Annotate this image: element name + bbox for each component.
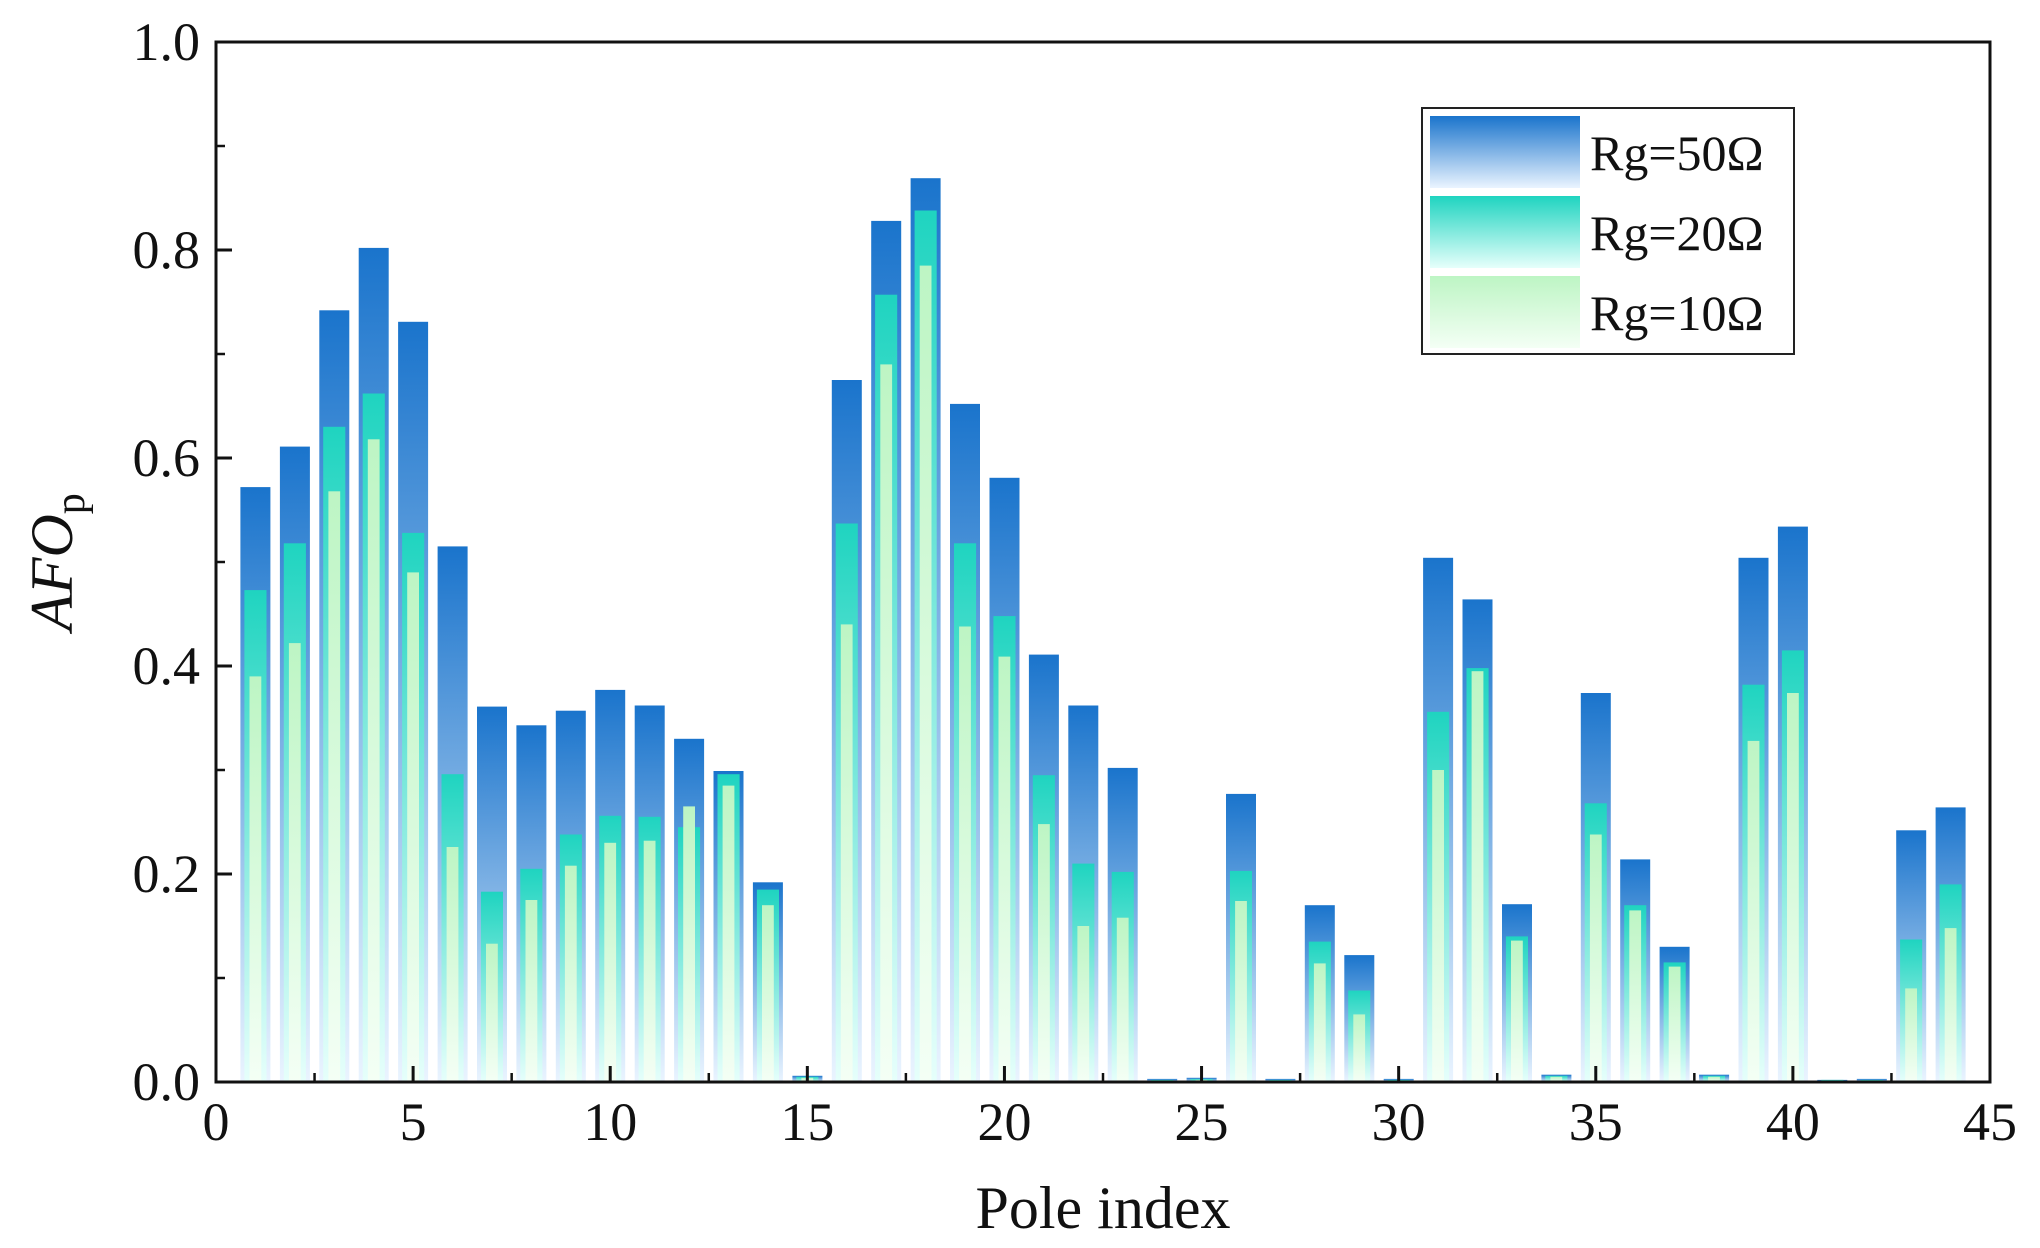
bar-s3-pole-23 — [1116, 917, 1129, 1082]
bar-s3-pole-12 — [683, 806, 695, 1082]
y-tick-label: 0.2 — [133, 844, 201, 904]
legend: Rg=50Ω Rg=20Ω Rg=10Ω — [1421, 107, 1795, 355]
bar-s3-pole-16 — [840, 624, 853, 1082]
bar-s3-pole-2 — [288, 643, 301, 1082]
y-tick-label: 0.6 — [133, 428, 201, 488]
y-axis-title-main: AFO — [19, 514, 85, 635]
legend-swatch-1 — [1430, 116, 1580, 188]
y-tick-label: 0.8 — [133, 220, 201, 280]
bar-s3-pole-9 — [564, 865, 577, 1082]
bar-s3-pole-8 — [525, 900, 538, 1082]
bar-s3-pole-22 — [1077, 926, 1090, 1082]
legend-label-2: Rg=20Ω — [1590, 205, 1764, 261]
bar-s3-pole-10 — [604, 842, 617, 1082]
bar-s3-pole-1 — [249, 676, 262, 1082]
bar-s3-pole-20 — [998, 656, 1011, 1082]
bar-s3-pole-39 — [1747, 740, 1760, 1082]
x-tick-label: 5 — [400, 1092, 427, 1152]
bar-s3-pole-17 — [880, 364, 893, 1082]
y-tick-label: 1.0 — [133, 12, 201, 72]
bar-s3-pole-13 — [722, 785, 735, 1082]
bar-s3-pole-43 — [1905, 988, 1917, 1082]
x-tick-label: 10 — [583, 1092, 637, 1152]
bar-s3-pole-40 — [1787, 693, 1799, 1082]
legend-label-1: Rg=50Ω — [1590, 125, 1764, 181]
bar-s3-pole-18 — [919, 265, 932, 1083]
bar-s3-pole-33 — [1511, 940, 1523, 1082]
bar-s3-pole-14 — [762, 905, 774, 1082]
bar-series-group — [240, 178, 1966, 1083]
bar-s3-pole-3 — [328, 491, 341, 1082]
y-tick-label: 0.0 — [133, 1052, 201, 1112]
x-tick-label: 15 — [780, 1092, 834, 1152]
y-axis-ticks: 0.0 0.2 0.4 0.6 0.8 1.0 — [133, 12, 232, 1112]
bar-s3-pole-5 — [407, 572, 419, 1082]
legend-label-3: Rg=10Ω — [1590, 285, 1764, 341]
x-tick-label: 35 — [1569, 1092, 1623, 1152]
legend-swatch-2 — [1430, 196, 1580, 268]
bar-s3-pole-34 — [1550, 1076, 1563, 1082]
bar-s3-pole-44 — [1944, 928, 1957, 1082]
bar-s3-pole-31 — [1432, 770, 1444, 1082]
bar-s3-pole-36 — [1629, 910, 1642, 1082]
bar-s3-pole-28 — [1313, 963, 1326, 1082]
x-tick-label: 45 — [1963, 1092, 2017, 1152]
x-tick-label: 20 — [977, 1092, 1031, 1152]
bar-s3-pole-29 — [1353, 1014, 1366, 1082]
bar-s3-pole-26 — [1235, 901, 1247, 1082]
bar-s3-pole-19 — [959, 626, 971, 1082]
bar-s3-pole-32 — [1471, 671, 1484, 1082]
bar-s3-pole-21 — [1038, 824, 1050, 1082]
bar-s3-pole-35 — [1589, 834, 1602, 1082]
bar-s3-pole-4 — [367, 439, 380, 1082]
bar-s3-pole-6 — [446, 847, 459, 1082]
x-axis-ticks: 0 5 10 15 20 25 30 35 40 45 — [203, 1066, 2017, 1152]
x-tick-label: 25 — [1175, 1092, 1229, 1152]
y-tick-label: 0.4 — [133, 636, 201, 696]
bar-s3-pole-11 — [643, 840, 656, 1082]
x-tick-label: 40 — [1766, 1092, 1820, 1152]
x-axis-title: Pole index — [976, 1175, 1231, 1241]
legend-swatch-3 — [1430, 276, 1580, 348]
y-axis-title: AFOp — [19, 493, 94, 635]
y-axis-title-subscript: p — [48, 493, 94, 514]
x-tick-label: 30 — [1372, 1092, 1426, 1152]
bar-s3-pole-37 — [1668, 966, 1681, 1082]
bar-s3-pole-38 — [1708, 1076, 1720, 1082]
x-tick-label: 0 — [203, 1092, 230, 1152]
bar-s3-pole-7 — [486, 943, 498, 1082]
